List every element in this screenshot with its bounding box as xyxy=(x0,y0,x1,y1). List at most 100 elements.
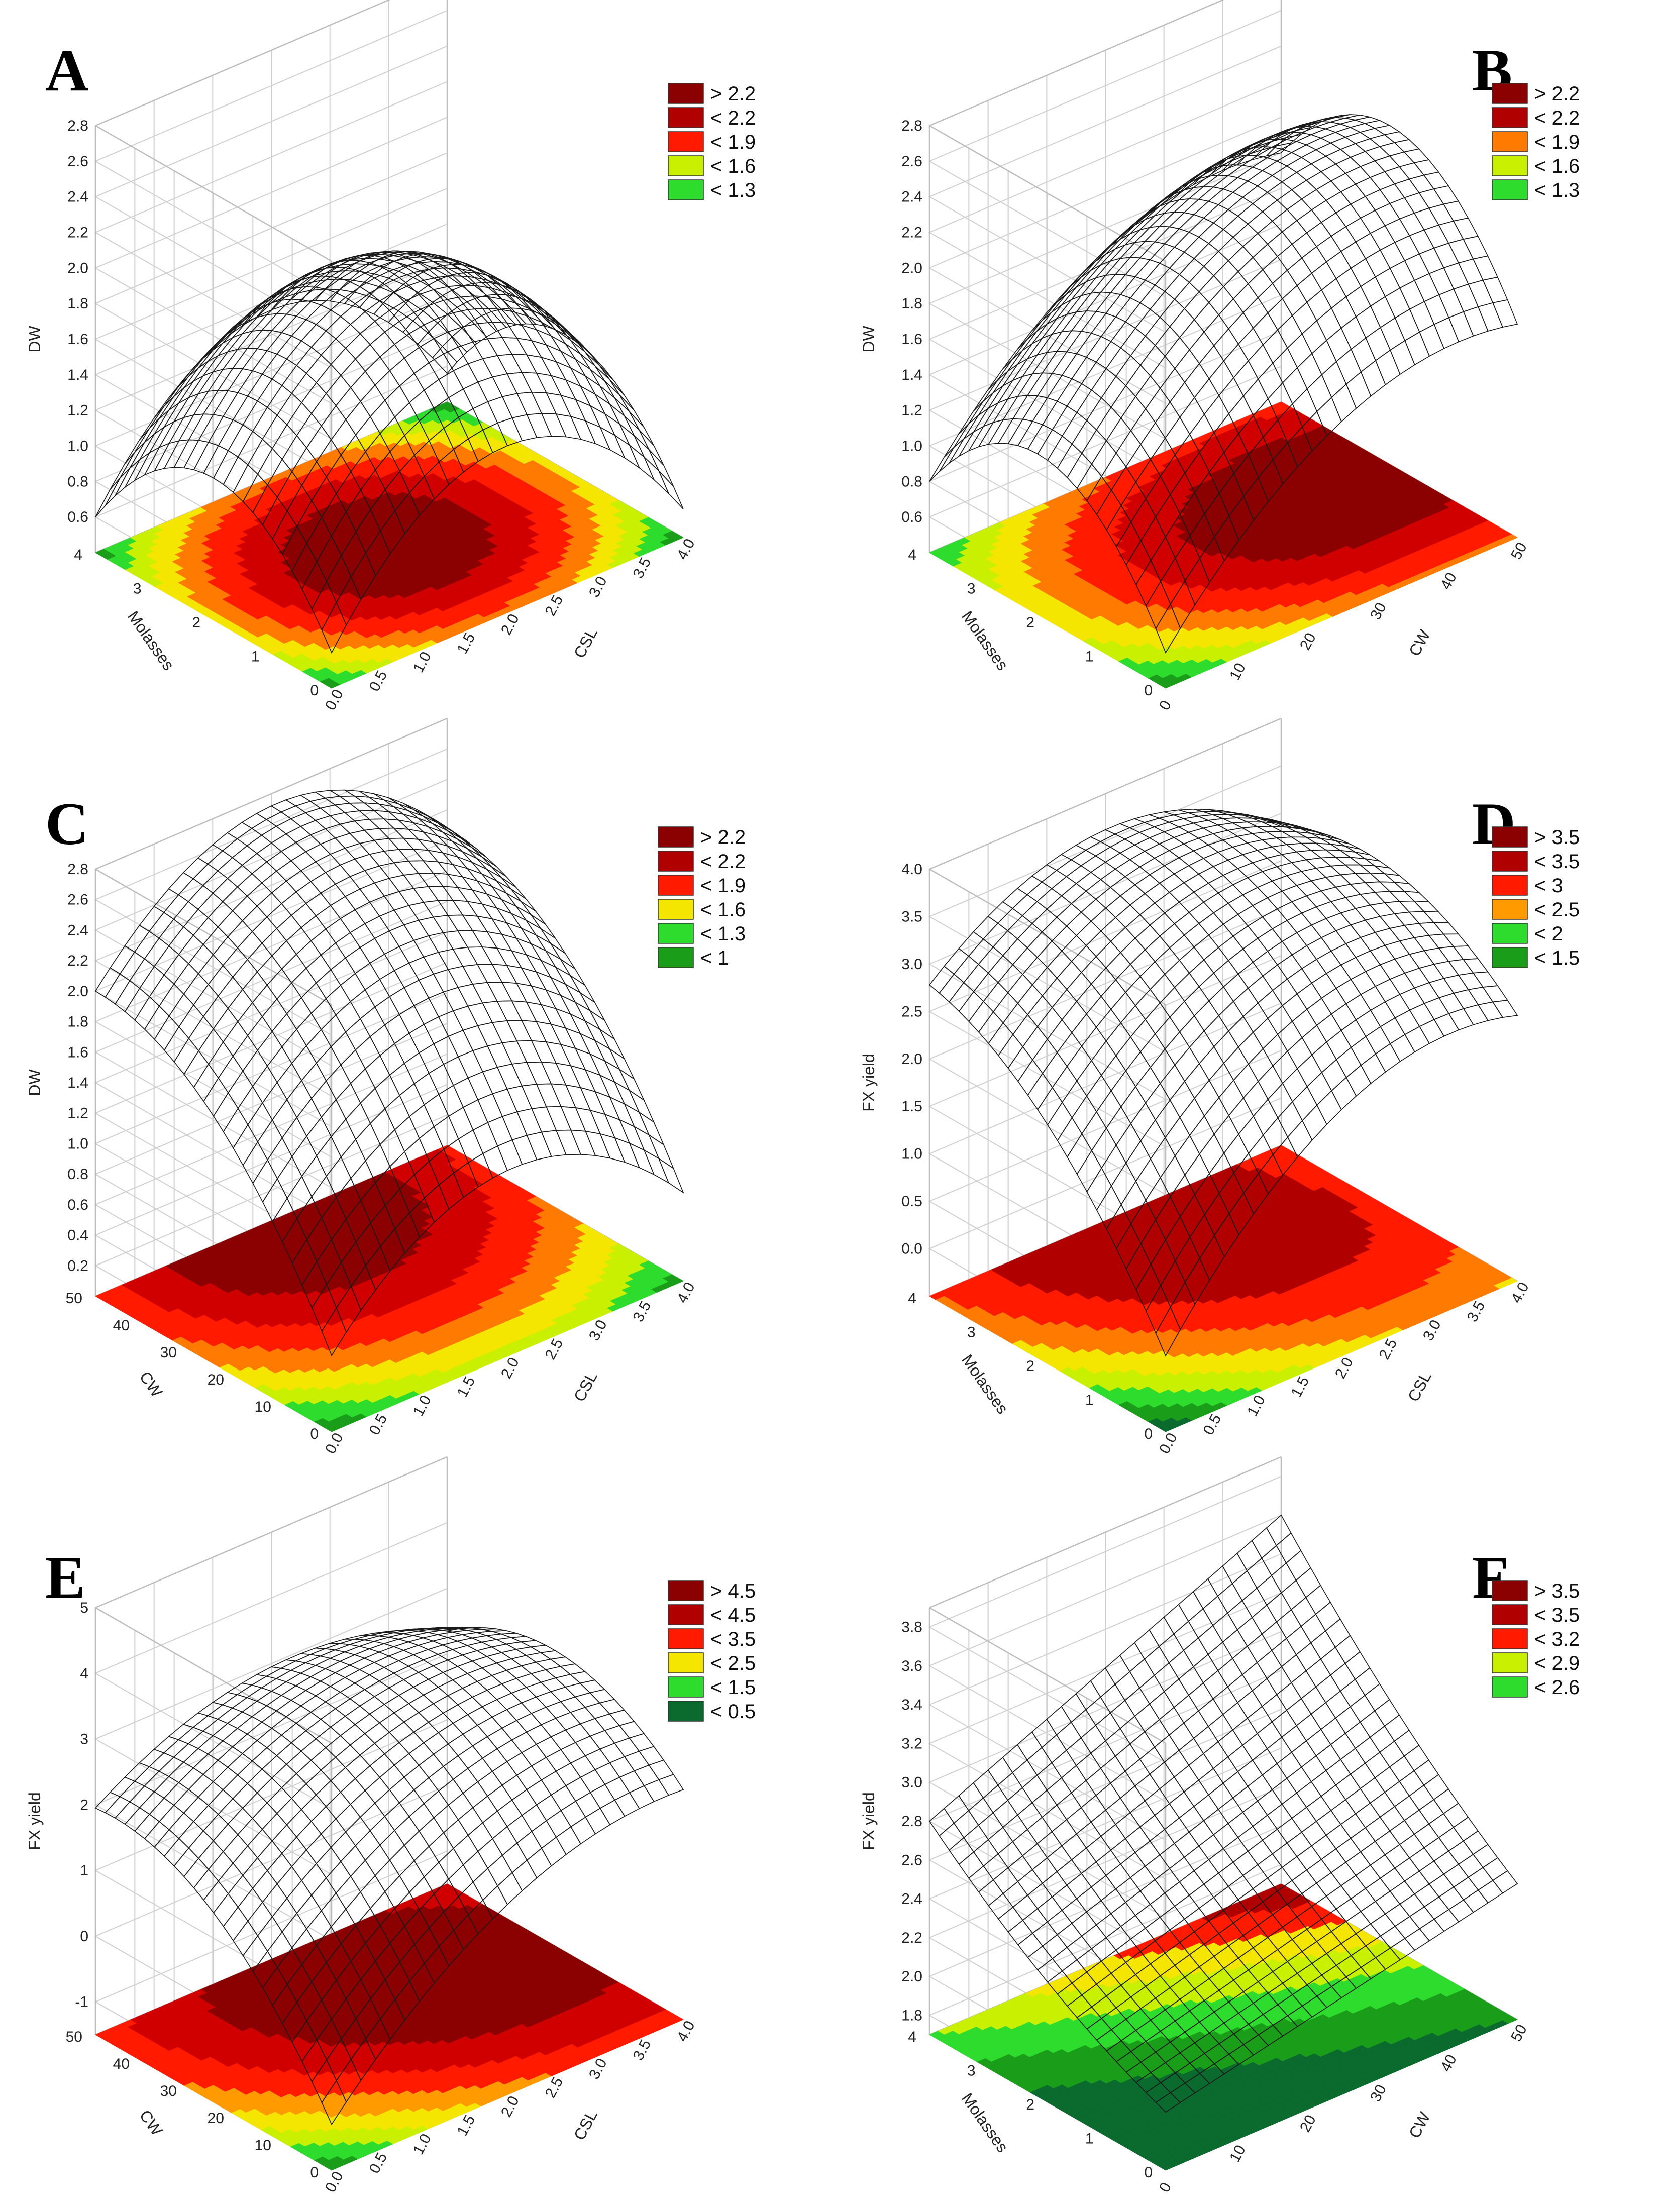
z-tick-label: 1.6 xyxy=(67,331,88,348)
surface-cell xyxy=(1350,196,1376,219)
x-tick-label: 20 xyxy=(1297,630,1319,653)
surface-cell xyxy=(345,400,371,436)
surface-cell xyxy=(639,429,664,466)
y-tick-label: 3 xyxy=(967,581,976,597)
surface-cell xyxy=(1349,123,1376,133)
surface-cell xyxy=(1316,235,1342,263)
x-tick-label: 30 xyxy=(1367,600,1390,622)
surface-cell xyxy=(419,338,445,364)
surface-cell xyxy=(1300,149,1327,164)
z-tick-label: 1.4 xyxy=(67,367,88,383)
surface-cell xyxy=(1297,353,1322,390)
surface-cell xyxy=(1237,203,1264,225)
z-axis-title: DW xyxy=(26,326,44,353)
surface-cell xyxy=(1242,233,1269,258)
legend-swatch xyxy=(668,107,704,128)
surface-cell xyxy=(1472,255,1498,281)
surface-cell xyxy=(360,384,386,417)
surface-cell xyxy=(1075,291,1102,313)
surface-cell xyxy=(1355,305,1381,339)
surface-cell xyxy=(413,362,440,391)
x-tick-label: 0.0 xyxy=(322,687,347,713)
surface-cell xyxy=(1330,137,1357,150)
surface-cell xyxy=(1315,142,1341,157)
surface-cell xyxy=(1262,256,1288,284)
legend-label: < 1.9 xyxy=(710,131,756,153)
surface-cell xyxy=(1326,327,1352,362)
surface-cell xyxy=(1389,151,1415,167)
surface-cell xyxy=(1320,132,1346,144)
surface-cell xyxy=(1253,312,1278,346)
surface-cell xyxy=(1384,166,1410,185)
surface-cell xyxy=(1306,374,1332,412)
surface-cell xyxy=(408,280,435,295)
surface-cell xyxy=(648,449,674,487)
surface-cell xyxy=(521,372,547,393)
surface-cell xyxy=(1208,360,1234,396)
surface-cell xyxy=(1296,209,1322,234)
surface-cell xyxy=(491,322,518,339)
y-tick-label: 4 xyxy=(908,547,916,563)
z-tick-label: 0.8 xyxy=(901,473,922,490)
surface-cell xyxy=(388,310,414,333)
surface-cell xyxy=(1365,327,1391,361)
surface-cell xyxy=(1394,235,1420,261)
surface-cell xyxy=(1306,289,1332,322)
surface-cell xyxy=(359,277,385,294)
x-axis-title: CSL xyxy=(570,625,601,661)
surface-cell xyxy=(949,431,974,464)
surface-cell xyxy=(1257,283,1283,314)
surface-cell xyxy=(1394,178,1420,198)
surface-cell xyxy=(1351,337,1376,373)
surface-cell xyxy=(1370,225,1396,251)
surface-cell xyxy=(1237,257,1264,285)
surface-cell xyxy=(511,354,538,374)
surface-cell xyxy=(555,361,582,387)
surface-cell xyxy=(594,365,620,395)
panel-C: 0.20.40.60.81.01.21.41.61.82.02.22.42.62… xyxy=(26,717,746,1456)
surface-cell xyxy=(1330,173,1357,192)
surface-cell xyxy=(1365,189,1391,211)
legend-swatch xyxy=(668,83,704,104)
surface-cell xyxy=(1375,349,1401,386)
legend-label: < 1.6 xyxy=(710,155,756,177)
surface-cell xyxy=(335,324,361,349)
surface-cell xyxy=(1208,286,1234,316)
surface-cell xyxy=(1360,160,1386,178)
surface-cell xyxy=(1453,217,1479,240)
surface-cell xyxy=(407,292,434,311)
surface-cell xyxy=(1321,361,1347,398)
y-tick-label: 3 xyxy=(133,581,142,597)
surface-cell xyxy=(1154,267,1180,292)
surface-cell xyxy=(536,372,562,396)
z-tick-label: 1.0 xyxy=(67,438,88,455)
surface-cell xyxy=(1344,132,1371,144)
surface-cell xyxy=(237,329,263,350)
panel-B-floor-contour xyxy=(929,401,1518,689)
y-tick-label: 1 xyxy=(251,649,260,665)
surface-cell xyxy=(1492,299,1518,328)
surface-cell xyxy=(1380,317,1406,351)
surface-cell xyxy=(1164,337,1190,369)
surface-cell xyxy=(658,470,684,509)
z-tick-label: 2.6 xyxy=(67,153,88,170)
z-tick-label: 2.8 xyxy=(901,118,922,134)
surface-cell xyxy=(1375,267,1401,297)
z-tick-label: 2.4 xyxy=(901,189,922,205)
surface-cell xyxy=(1252,243,1278,270)
surface-cell xyxy=(359,321,385,345)
surface-cell xyxy=(1248,344,1274,380)
surface-cell xyxy=(1026,333,1053,360)
surface-cell xyxy=(1316,307,1342,341)
surface-cell xyxy=(1262,199,1288,222)
surface-cell xyxy=(1061,310,1087,333)
surface-cell xyxy=(335,387,361,420)
surface-cell xyxy=(575,398,601,428)
y-tick-label: 2 xyxy=(1026,614,1034,631)
surface-cell xyxy=(1360,276,1386,307)
panel-A: 0.60.81.01.21.41.61.82.02.22.42.62.80.00… xyxy=(26,0,756,713)
surface-cell xyxy=(1320,212,1346,237)
surface-cell xyxy=(555,413,582,440)
surface-cell xyxy=(1135,375,1161,410)
